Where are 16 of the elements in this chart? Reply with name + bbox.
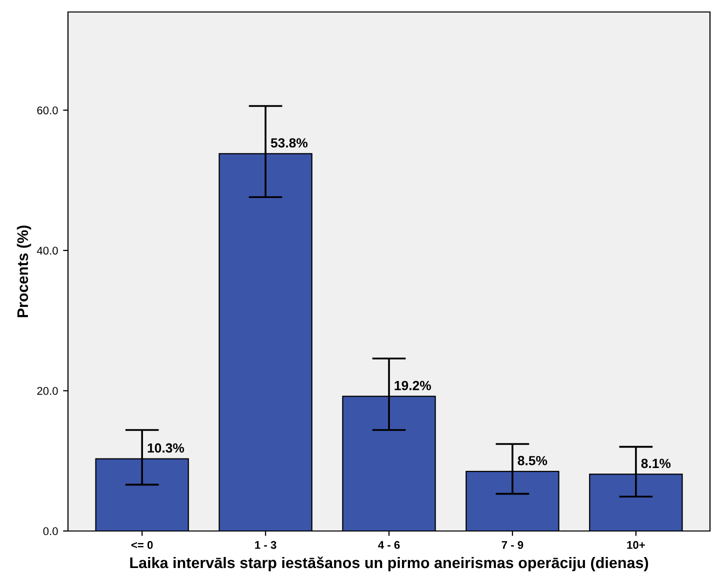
x-tick-label: 1 - 3: [255, 541, 276, 549]
data-label: 8.1%: [641, 458, 671, 468]
data-label: 53.8%: [270, 138, 308, 148]
x-axis-title: Laika intervāls starp iestāšanos un pirmo aneirismas operāciju (dienas): [130, 556, 648, 572]
x-tick-label: 4 - 6: [378, 541, 400, 549]
x-tick-label: 10+: [627, 541, 645, 549]
x-tick-label: 7 - 9: [502, 541, 524, 549]
y-tick-label: 40.0: [36, 246, 58, 255]
data-label: 19.2%: [394, 380, 432, 390]
x-tick-label: <= 0: [131, 541, 153, 549]
y-axis-title: Procents (%): [16, 226, 32, 318]
data-label: 10.3%: [148, 443, 184, 453]
y-tick-label: 0.0: [43, 527, 58, 536]
y-tick-label: 20.0: [37, 386, 58, 395]
data-label: 8.5%: [518, 456, 548, 466]
y-tick-label: 60.0: [37, 106, 58, 114]
